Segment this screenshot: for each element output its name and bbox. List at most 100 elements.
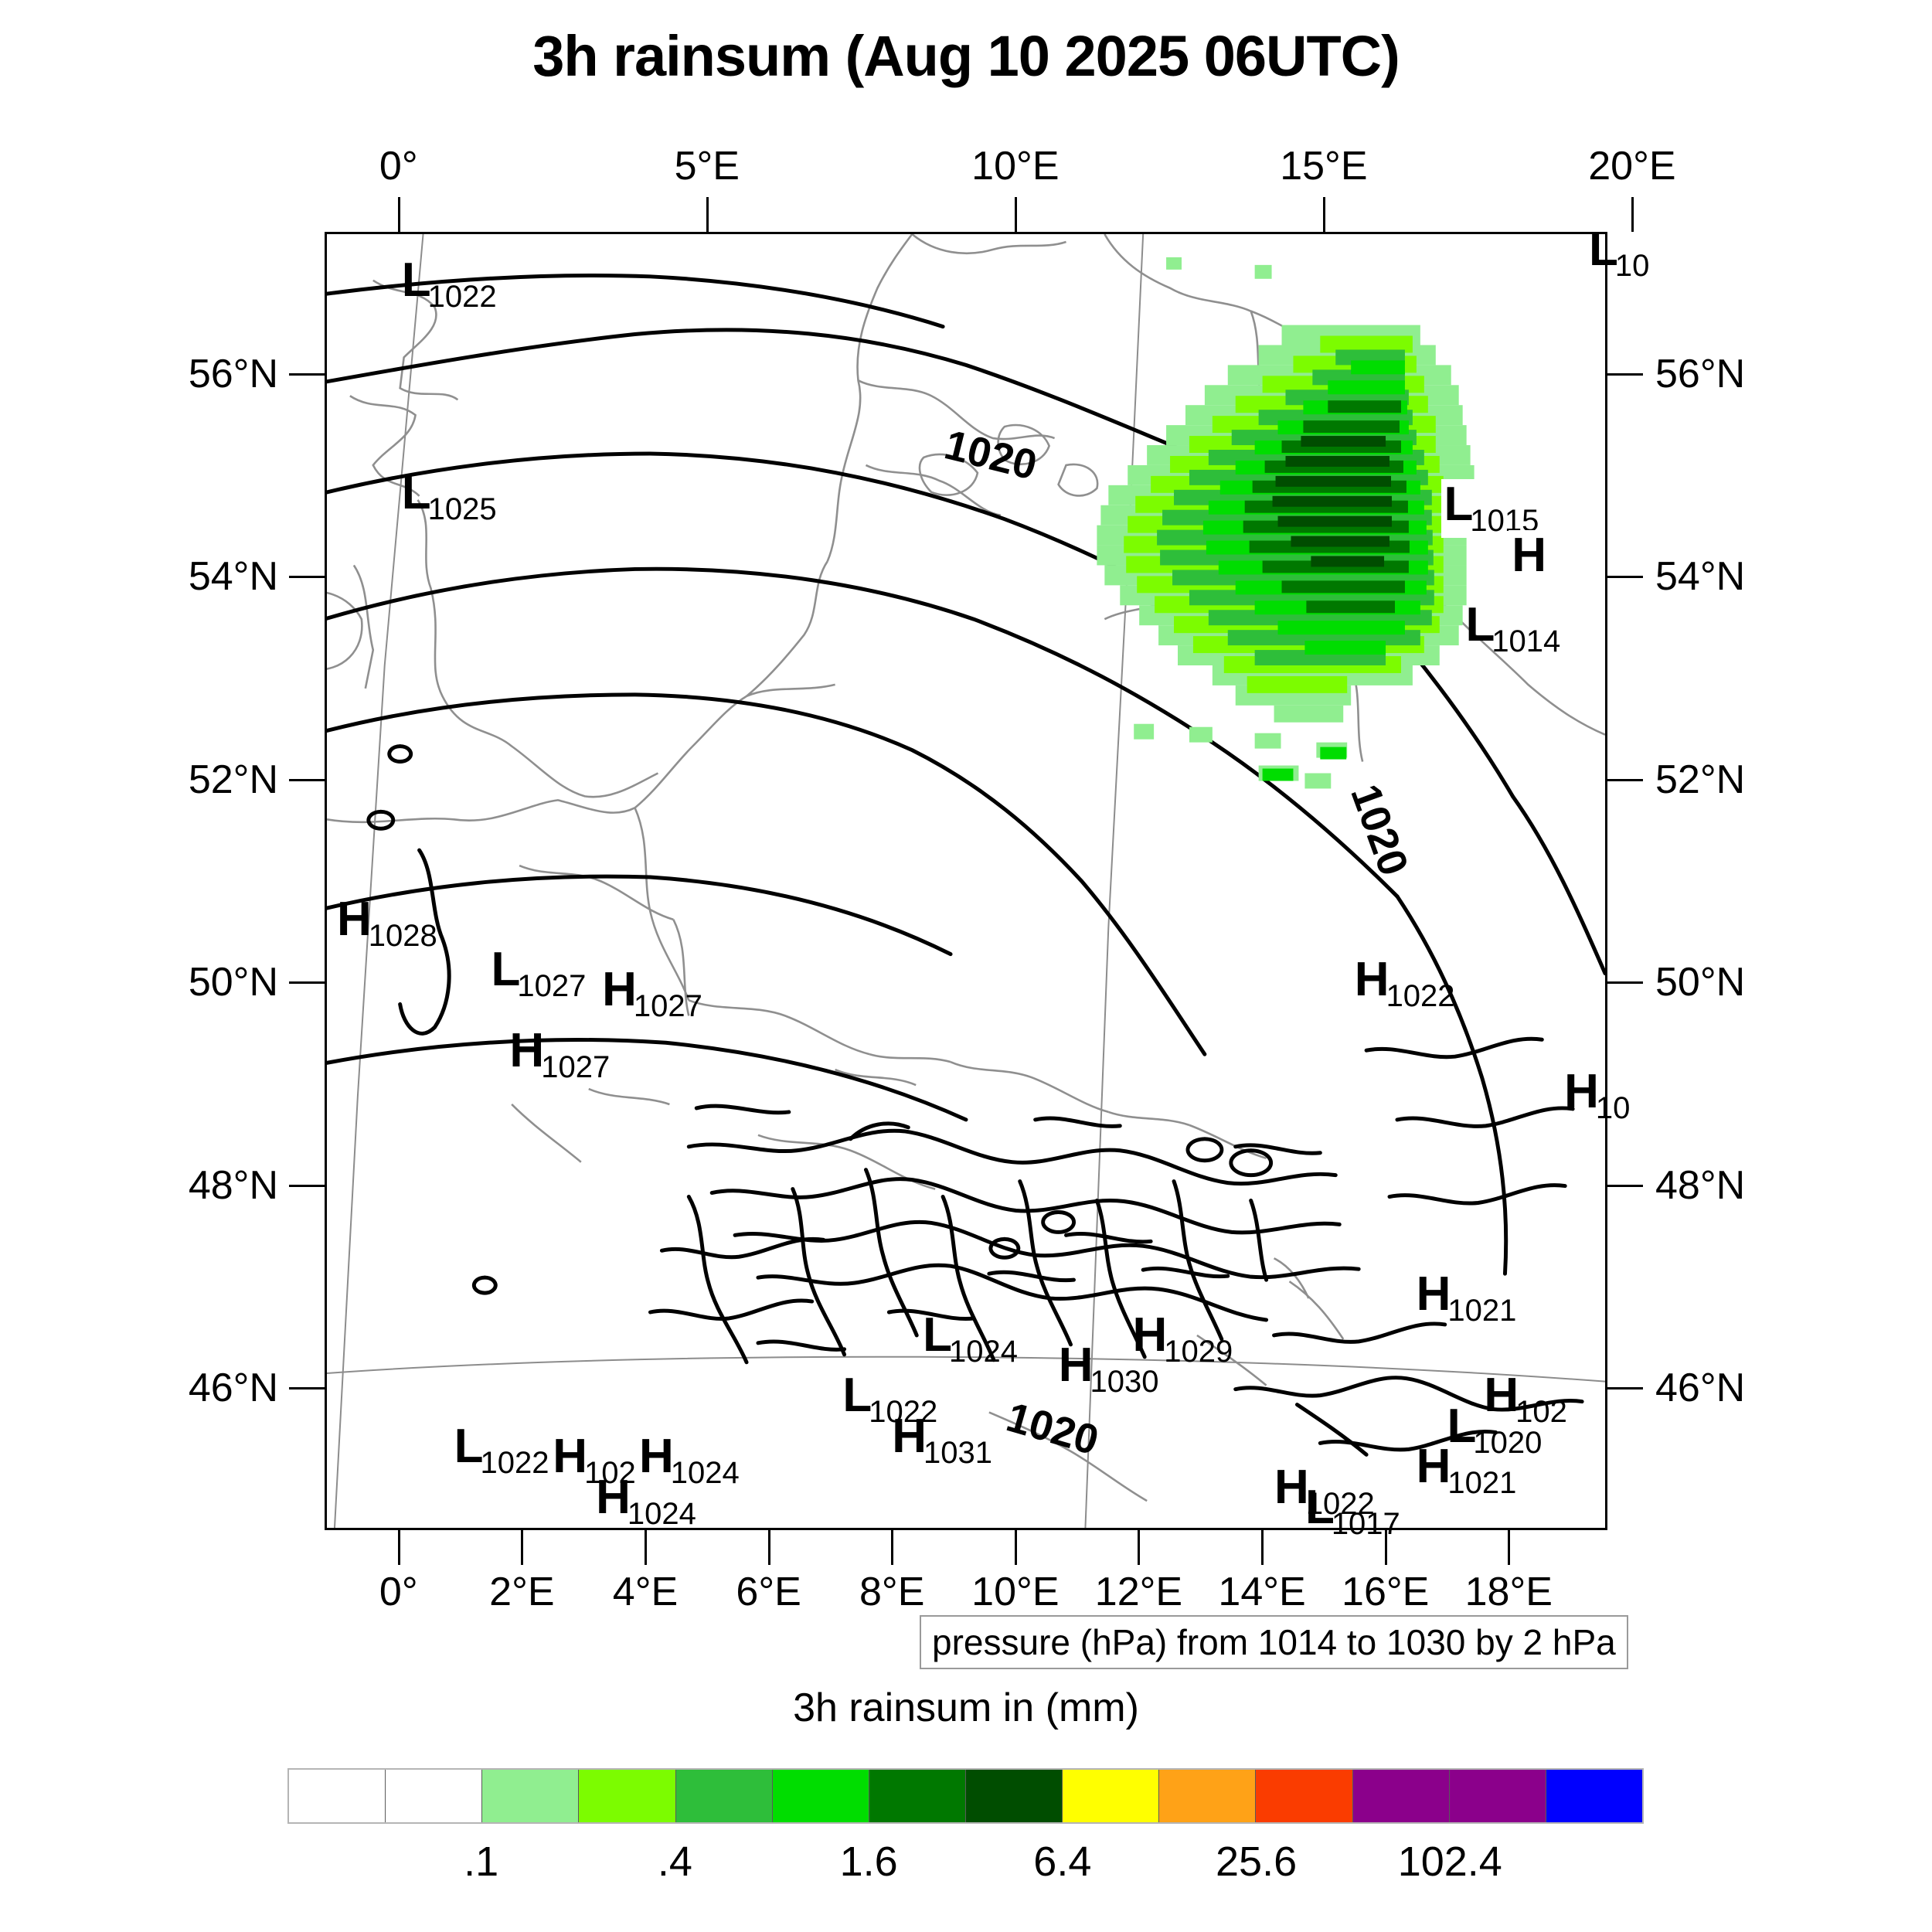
axis-tick-top-2: 10°E: [971, 144, 1060, 189]
colorbar-label-3: 6.4: [1033, 1838, 1092, 1885]
extremum-type: H: [553, 1430, 588, 1484]
colorbar-cell-12[interactable]: [1449, 1770, 1546, 1822]
extremum-value: 1024: [670, 1456, 740, 1491]
axis-tick-top-4: 20°E: [1588, 144, 1676, 189]
colorbar-cell-3[interactable]: [579, 1770, 676, 1822]
extremum-type: L: [1444, 478, 1474, 532]
pressure-extremum-h-8: H1027: [602, 966, 702, 1022]
graticule: [327, 234, 1605, 1528]
extremum-type: L: [923, 1308, 952, 1362]
axis-tick-right-2: 52°N: [1655, 757, 1746, 802]
axis-tick-bottom-3: 6°E: [736, 1570, 801, 1614]
extremum-type: L: [401, 253, 431, 307]
extremum-value: 10: [1595, 1090, 1631, 1125]
colorbar-cell-6[interactable]: [869, 1770, 966, 1822]
extremum-value: 1027: [541, 1050, 611, 1085]
axis-tick-left-5: 46°N: [188, 1366, 278, 1411]
pressure-extremum-h-14: H1029: [1132, 1311, 1233, 1367]
colorbar-cell-5[interactable]: [772, 1770, 869, 1822]
extremum-value: 1021: [1447, 1466, 1517, 1501]
map-panel[interactable]: [325, 232, 1607, 1530]
axis-tick-bottom-9: 18°E: [1464, 1570, 1553, 1614]
axis-tick-mark: [1607, 1184, 1643, 1187]
axis-tick-mark: [289, 1387, 325, 1390]
axis-tick-left-4: 48°N: [188, 1162, 278, 1208]
extremum-type: H: [1274, 1460, 1309, 1514]
axis-tick-mark: [289, 576, 325, 579]
colorbar[interactable]: [287, 1768, 1644, 1824]
axis-tick-right-5: 46°N: [1655, 1366, 1746, 1411]
isobars: [327, 274, 1605, 1457]
pressure-extremum-l-5: L1014: [1465, 597, 1560, 657]
colorbar-cell-11[interactable]: [1352, 1770, 1450, 1822]
extremum-value: 1030: [1090, 1365, 1159, 1399]
axis-tick-bottom-4: 8°E: [859, 1570, 925, 1614]
axis-tick-bottom-6: 12°E: [1094, 1570, 1183, 1614]
pressure-extremum-l-13: L1024: [923, 1311, 1018, 1367]
axis-tick-mark: [1014, 1530, 1017, 1565]
pressure-extremum-h-23: H1021: [1416, 1440, 1517, 1501]
colorbar-cell-1[interactable]: [386, 1770, 483, 1822]
axis-tick-mark: [289, 981, 325, 985]
extremum-value: 1022: [427, 279, 497, 314]
pressure-extremum-l-2: L10: [1589, 223, 1649, 282]
extremum-type: H: [892, 1409, 927, 1463]
axis-tick-mark: [397, 1530, 400, 1565]
axis-tick-mark: [1607, 576, 1643, 579]
axis-tick-mark: [645, 1530, 647, 1565]
colorbar-cell-10[interactable]: [1256, 1770, 1353, 1822]
pressure-extremum-l-7: L1027: [491, 946, 586, 1002]
axis-tick-mark: [397, 197, 400, 232]
axis-tick-mark: [1138, 1530, 1141, 1565]
pressure-extremum-l-3: L1015: [1440, 478, 1543, 539]
axis-tick-mark: [706, 197, 709, 232]
extremum-value: 1021: [1447, 1294, 1517, 1328]
axis-tick-mark: [521, 1530, 524, 1565]
axis-tick-mark: [1607, 1387, 1643, 1390]
axis-tick-right-4: 48°N: [1655, 1162, 1746, 1208]
axis-tick-mark: [891, 1530, 894, 1565]
pressure-extremum-l-0: L1022: [402, 256, 497, 314]
extremum-value: 102: [584, 1456, 636, 1491]
pressure-extremum-h-25: H1022: [1274, 1460, 1375, 1519]
extremum-type: L: [1589, 223, 1618, 277]
pressure-extremum-l-18: L1020: [1447, 1399, 1543, 1458]
pressure-extremum-h-19: H1031: [892, 1409, 992, 1468]
extremum-type: H: [1132, 1308, 1168, 1362]
extremum-type: L: [401, 466, 431, 520]
axis-tick-mark: [1607, 981, 1643, 985]
axis-tick-mark: [289, 1184, 325, 1187]
colorbar-label-1: .4: [657, 1838, 692, 1885]
colorbar-cell-0[interactable]: [289, 1770, 386, 1822]
colorbar-cell-2[interactable]: [482, 1770, 580, 1822]
pressure-extremum-h-6: H1028: [336, 892, 437, 951]
pressure-extremum-h-4: H: [1509, 530, 1550, 581]
axis-tick-mark: [1607, 372, 1643, 376]
extremum-type: L: [1465, 597, 1495, 651]
axis-tick-left-2: 52°N: [188, 757, 278, 802]
pressure-extremum-h-24: H1024: [596, 1473, 696, 1529]
colorbar-cell-9[interactable]: [1159, 1770, 1257, 1822]
axis-tick-bottom-2: 4°E: [612, 1570, 679, 1614]
colorbar-cell-7[interactable]: [965, 1770, 1063, 1822]
pressure-extremum-h-11: H10: [1564, 1067, 1631, 1125]
pressure-extremum-h-9: H1027: [509, 1027, 610, 1083]
extremum-type: L: [1304, 1480, 1335, 1534]
axis-tick-top-0: 0°: [379, 144, 418, 189]
extremum-type: H: [336, 892, 372, 946]
axis-tick-mark: [1607, 778, 1643, 781]
colorbar-cell-8[interactable]: [1063, 1770, 1160, 1822]
pressure-extremum-h-22: H1024: [639, 1430, 740, 1491]
colorbar-cell-13[interactable]: [1546, 1770, 1642, 1822]
extremum-type: H: [1058, 1338, 1094, 1392]
pressure-extremum-l-26: L1017: [1304, 1480, 1400, 1539]
axis-tick-mark: [289, 372, 325, 376]
axis-tick-left-1: 54°N: [188, 554, 278, 600]
extremum-type: H: [1416, 1440, 1451, 1494]
axis-tick-mark: [1508, 1530, 1511, 1565]
extremum-type: L: [1447, 1399, 1477, 1453]
colorbar-cell-4[interactable]: [675, 1770, 773, 1822]
extremum-type: H: [639, 1430, 674, 1484]
pressure-extremum-h-15: H1030: [1059, 1342, 1159, 1399]
colorbar-title: 3h rainsum in (mm): [793, 1685, 1139, 1730]
